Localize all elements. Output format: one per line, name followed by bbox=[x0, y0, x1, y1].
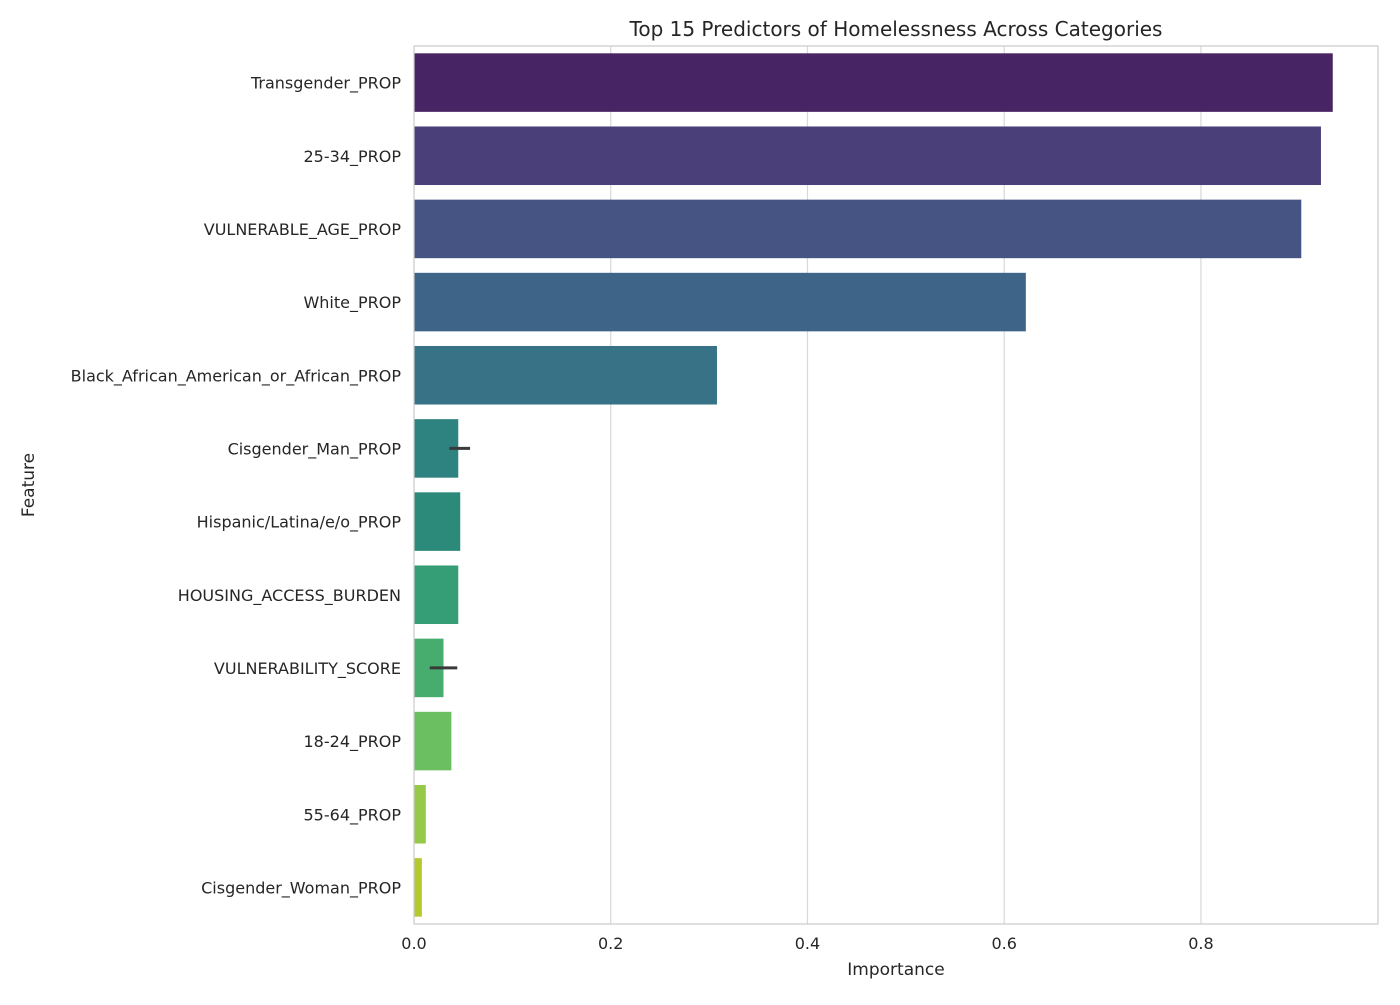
bar bbox=[414, 126, 1321, 186]
bars bbox=[414, 53, 1333, 917]
y-tick-labels: Transgender_PROP 25-34_PROP VULNERABLE_AGE… bbox=[71, 74, 402, 899]
bar bbox=[414, 345, 717, 405]
y-tick-label: VULNERABLE_AGE_PROP bbox=[204, 220, 402, 240]
x-tick-label: 0.2 bbox=[598, 934, 623, 953]
x-tick-label: 0.8 bbox=[1188, 934, 1213, 953]
y-tick-label: Transgender_PROP bbox=[250, 74, 401, 94]
y-tick-label: Black_African_American_or_African_PROP bbox=[71, 366, 402, 386]
gridlines bbox=[610, 46, 1202, 924]
x-tick-label: 0.0 bbox=[401, 934, 426, 953]
bar bbox=[414, 272, 1026, 332]
bar bbox=[414, 199, 1302, 259]
bar bbox=[414, 784, 426, 844]
chart-title: Top 15 Predictors of Homelessness Across… bbox=[629, 17, 1163, 41]
y-tick-label: White_PROP bbox=[303, 293, 401, 313]
y-tick-label: 18-24_PROP bbox=[304, 732, 402, 752]
y-tick-label: 25-34_PROP bbox=[304, 147, 402, 167]
error-bars bbox=[429, 446, 471, 670]
x-axis-label: Importance bbox=[847, 960, 944, 980]
y-tick-label: 55-64_PROP bbox=[304, 805, 402, 825]
bar bbox=[414, 492, 461, 551]
plot-frame bbox=[413, 45, 1379, 925]
x-tick-label: 0.4 bbox=[795, 934, 820, 953]
y-tick-label: HOUSING_ACCESS_BURDEN bbox=[178, 586, 401, 606]
y-tick-label: VULNERABILITY_SCORE bbox=[214, 659, 401, 679]
x-tick-label: 0.6 bbox=[991, 934, 1016, 953]
x-tick-labels: 0.0 0.2 0.4 0.6 0.8 bbox=[401, 934, 1213, 953]
bar bbox=[414, 53, 1333, 112]
bar bbox=[414, 858, 422, 917]
y-tick-label: Cisgender_Woman_PROP bbox=[201, 878, 401, 898]
y-axis-label: Feature bbox=[19, 453, 39, 517]
y-tick-label: Cisgender_Man_PROP bbox=[228, 439, 402, 459]
bar bbox=[414, 711, 452, 771]
y-tick-label: Hispanic/Latina/e/o_PROP bbox=[197, 513, 402, 533]
bar bbox=[414, 565, 459, 625]
